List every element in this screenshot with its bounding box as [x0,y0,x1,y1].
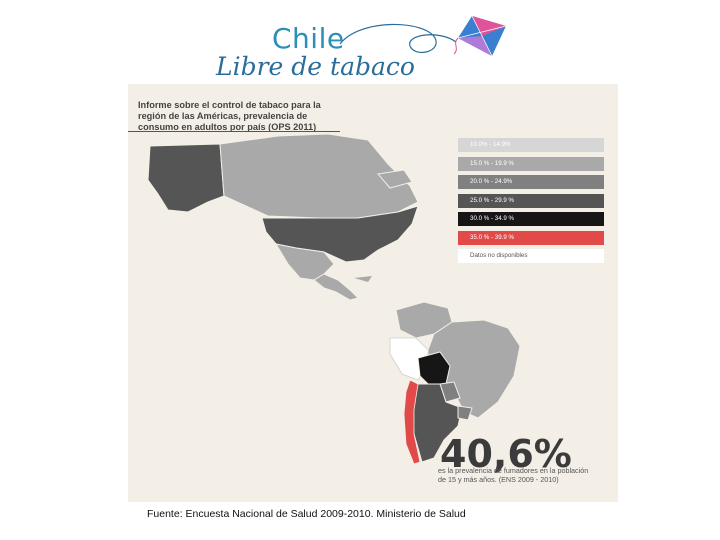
smoking-prevalence-value: 40,6% [440,432,572,476]
source-caption: Fuente: Encuesta Nacional de Salud 2009-… [147,508,466,520]
legend-item: 30.0 % - 34.9 % [458,212,604,226]
logo-title: Chile [272,22,345,55]
region-canada [219,133,419,219]
region-chile [403,379,421,465]
logo-subtitle: Libre de tabaco [216,52,415,81]
legend-item: 10.0% - 14.9% [458,138,604,152]
region-central-america [313,273,359,301]
legend-item: 20.0 % - 24.9% [458,175,604,189]
infographic-title: Informe sobre el control de tabaco para … [138,100,321,132]
region-caribbean [354,276,372,282]
legend-item: 15.0 % - 19.9 % [458,156,604,171]
legend-item: 25.0 % - 29.9 % [458,193,604,208]
region-uruguay [457,405,473,421]
region-arctic-islands [377,169,413,189]
kite-icon [339,15,507,57]
americas-map [147,133,521,465]
title-divider [128,131,340,132]
infographic-panel: Informe sobre el control de tabaco para … [128,84,618,502]
legend-item: 35.0 % - 39.9 % [458,230,604,245]
legend-item: Datos no disponibles [458,249,604,263]
smoking-prevalence-description: es la prevalencia de fumadores en la pob… [438,466,589,484]
map-legend: 10.0% - 14.9% 15.0 % - 19.9 % 20.0 % - 2… [458,138,604,268]
region-alaska [147,143,225,213]
chile-libre-de-tabaco-logo: Chile Libre de tabaco [210,8,510,81]
